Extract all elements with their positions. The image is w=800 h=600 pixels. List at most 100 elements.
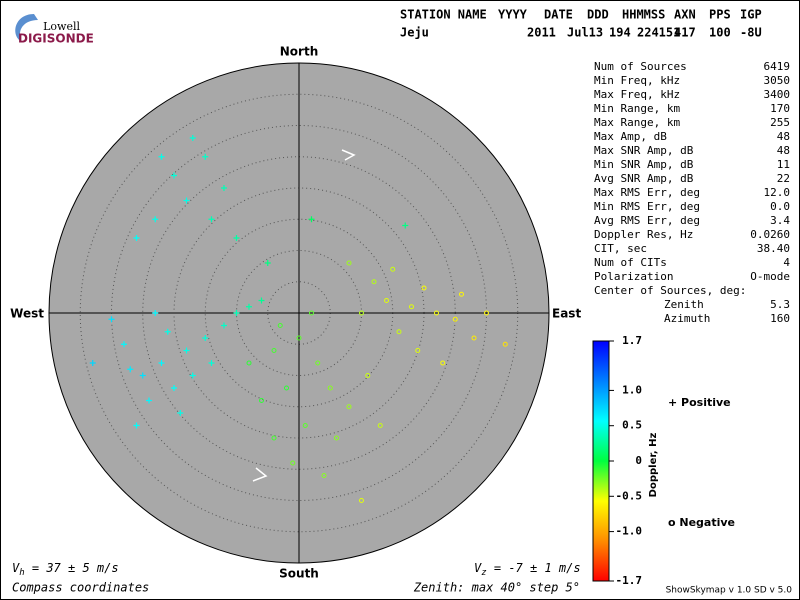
source-positive [258,297,265,304]
source-negative [271,435,277,441]
stat-value: 255 [770,116,790,129]
source-positive [221,322,227,329]
stat-value: 12.0 [764,186,791,199]
source-negative [346,404,352,410]
source-negative [271,348,277,353]
colorbar-label: -0.5 [616,489,643,502]
source-positive [177,410,184,416]
source-negative [377,423,383,428]
source-positive [183,197,190,204]
source-positive [208,216,215,223]
velocity: Vz = -7 ± 1 m/s [474,561,581,578]
header-text: HHMMSS [622,8,665,22]
source-positive [158,360,165,366]
source-negative [371,279,377,285]
header-text: 194 [609,26,631,40]
center-label: Azimuth [664,312,710,325]
source-negative [396,329,402,335]
header-text: 417 [674,26,696,40]
source-negative [302,423,308,428]
header-text: 2011 [527,26,556,40]
source-positive [152,216,159,223]
source-positive [183,347,190,354]
stat-label: Num of CITs [594,256,667,269]
source-negative [459,291,464,297]
logo-text: Lowell [43,20,80,33]
colorbar-label: 1.0 [622,383,642,396]
source-negative [434,310,439,316]
stat-value: 3050 [764,74,791,87]
header-text: YYYY [498,8,528,22]
colorbar-label: 0 [635,454,642,467]
colorbar-title: Doppler, Hz [648,433,659,498]
source-negative [346,260,352,266]
stat-label: Min RMS Err, deg [594,200,700,213]
footer-text: Zenith: max 40° step 5° [413,581,580,595]
header-text: DATE [544,8,573,22]
arrow [341,149,356,161]
source-negative [484,310,489,316]
header-text: IGP [740,8,762,22]
source-positive [171,172,177,179]
compass-label: South [279,567,319,581]
footer-text: Compass coordinates [12,581,149,595]
arrow [252,467,268,482]
header-text: -8U [740,26,762,40]
source-negative [334,435,339,441]
stat-value: 0.0260 [750,228,790,241]
stats: Num of Sources 6419 Min Freq, kHz 3050 Max F… [594,60,790,325]
source-negative [409,304,414,310]
source-negative [246,360,252,366]
stat-value: 48 [777,144,790,157]
compass-label: East [552,307,581,321]
colorbar-label: -1.0 [616,525,643,538]
stat-label: Polarization [594,270,673,283]
source-negative [284,385,289,391]
center-value: 160 [770,312,790,325]
v: V [12,561,20,575]
velocity: Vh = 37 ± 5 m/s [12,561,119,578]
source-negative [321,473,327,478]
header-text: Jeju [400,26,429,40]
stat-value: 0.0 [770,200,790,213]
source-positive [202,153,209,160]
source-positive [152,310,159,316]
compass-label: West [10,307,44,321]
compass-label: North [280,45,318,59]
logo-swoosh [15,14,38,42]
source-positive [164,328,171,335]
source-positive [402,222,409,229]
colorbar [592,340,610,582]
source-negative [277,323,283,328]
header-text: 224151 [637,26,680,40]
stat-label: Num of Sources [594,60,687,73]
source-negative [471,335,477,341]
source-negative [502,341,508,347]
source-negative [415,348,421,353]
v-text: = -7 ± 1 m/s [487,561,581,575]
legend-positive: + Positive [668,396,731,409]
v-text: = 37 ± 5 m/s [25,561,119,575]
source-negative [359,498,364,503]
stat-label: Doppler Res, Hz [594,228,693,241]
source-negative [309,310,314,316]
header-text: 100 [709,26,731,40]
source-negative [290,460,296,466]
header-text: AXN [674,8,696,22]
source-positive [189,372,196,379]
source-positive [233,310,240,316]
source-negative [359,310,364,316]
stat-value: 3400 [764,88,791,101]
header-text: STATION NAME [400,8,487,22]
legend-negative: o Negative [668,516,735,529]
source-negative [452,316,458,322]
stat-value: 11 [777,158,790,171]
v-sub: h [19,568,24,578]
stat-label: CIT, sec [594,242,647,255]
source-positive [246,303,252,310]
stat-value: 38.40 [757,242,790,255]
header-text: PPS [709,8,731,22]
stat-value: 6419 [764,60,791,73]
stat-value: 22 [777,172,790,185]
source-negative [365,373,371,378]
